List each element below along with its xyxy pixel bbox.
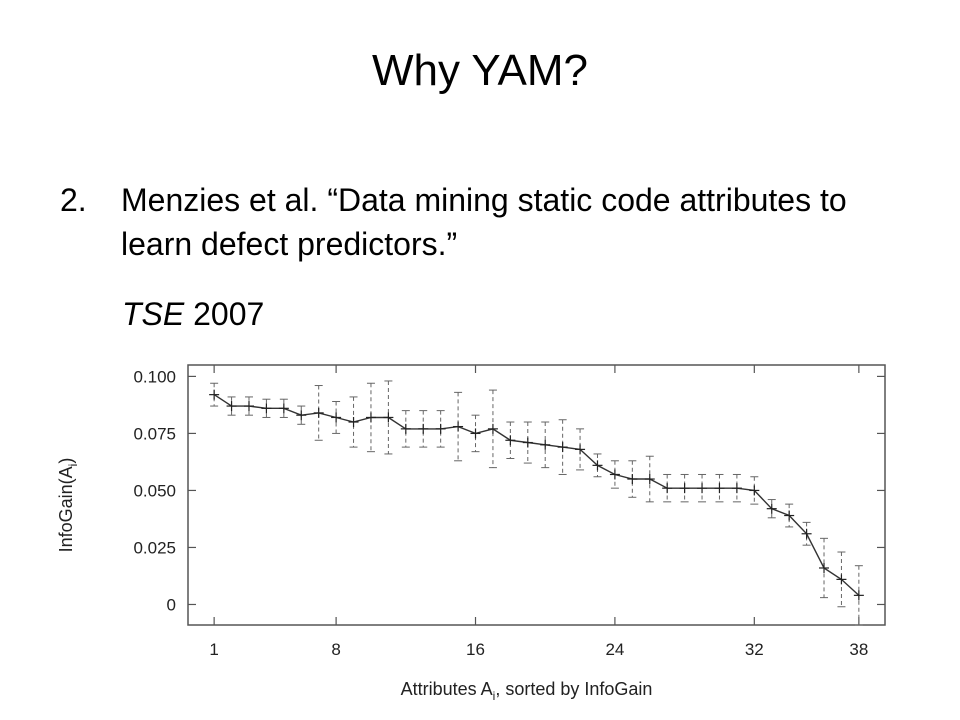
reference-citation: Menzies et al. “Data mining static code … xyxy=(121,182,847,262)
slide-title: Why YAM? xyxy=(372,46,588,95)
y-axis-label-main: InfoGain(A xyxy=(56,466,76,552)
publication-venue: TSE 2007 xyxy=(122,292,264,336)
x-tick-label: 16 xyxy=(466,640,485,659)
y-tick-label: 0.075 xyxy=(133,424,176,443)
series-line xyxy=(213,394,860,596)
x-tick-label: 32 xyxy=(745,640,764,659)
infogain-chart: 0 0.025 0.050 0.075 0.100 1 8 16 24 32 38 InfoGai… xyxy=(30,355,920,715)
x-axis-label: Attributes Ai, sorted by InfoGain xyxy=(401,679,653,703)
x-axis-label-subscript: i xyxy=(493,689,496,703)
x-tick-label: 24 xyxy=(605,640,624,659)
y-tick-label: 0.100 xyxy=(133,367,176,386)
y-axis: 0 0.025 0.050 0.075 0.100 xyxy=(133,367,885,614)
venue-year: 2007 xyxy=(193,296,265,332)
x-axis-label-suffix: , sorted by InfoGain xyxy=(495,679,652,699)
y-axis-label: InfoGain(Ai) xyxy=(56,458,80,553)
plot-frame xyxy=(187,364,886,626)
x-axis: 1 8 16 24 32 38 xyxy=(209,365,868,659)
data-points xyxy=(209,389,864,601)
venue-name: TSE xyxy=(122,296,185,332)
x-tick-label: 1 xyxy=(209,640,218,659)
y-axis-label-suffix: ) xyxy=(56,458,76,464)
item-number: 2. xyxy=(60,182,87,218)
y-axis-label-subscript: i xyxy=(66,464,80,467)
x-tick-label: 8 xyxy=(331,640,340,659)
y-tick-label: 0.025 xyxy=(133,538,176,557)
x-tick-label: 38 xyxy=(849,640,868,659)
x-axis-label-main: Attributes A xyxy=(401,679,493,699)
chart-svg: 0 0.025 0.050 0.075 0.100 1 8 16 24 32 38 InfoGai… xyxy=(56,364,886,703)
y-tick-label: 0 xyxy=(167,595,176,614)
y-tick-label: 0.050 xyxy=(133,481,176,500)
error-bars xyxy=(210,380,863,626)
